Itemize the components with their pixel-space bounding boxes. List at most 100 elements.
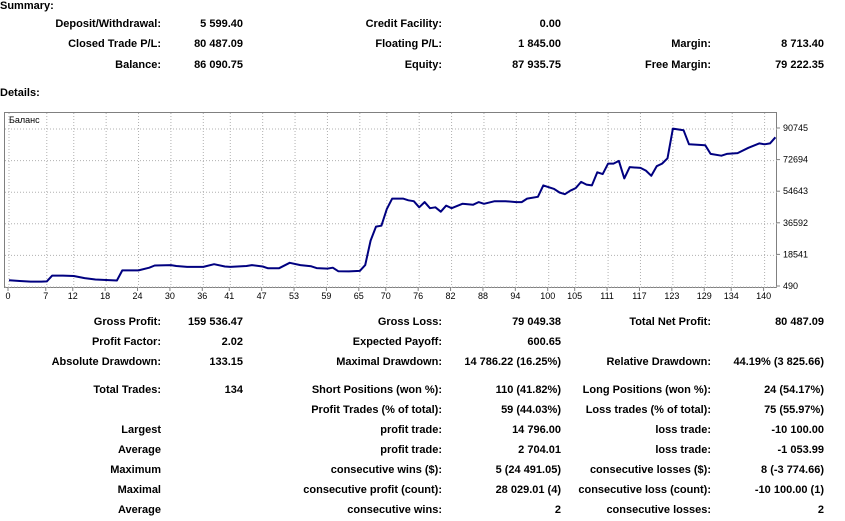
y-tick-label: 90745 xyxy=(783,123,808,133)
x-tick-label: 24 xyxy=(133,291,143,301)
profit-trades-value: 59 (44.03%) xyxy=(501,404,561,416)
x-tick-label: 134 xyxy=(724,291,739,301)
maximal-cons-profit-value: 28 029.01 (4) xyxy=(495,484,561,496)
x-tick-label: 111 xyxy=(600,291,614,301)
largest-loss-label: loss trade: xyxy=(655,424,711,436)
x-tick-label: 53 xyxy=(289,291,299,301)
total-net-profit-value: 80 487.09 xyxy=(775,316,824,328)
free-margin-value: 79 222.35 xyxy=(775,59,824,71)
max-drawdown-label: Maximal Drawdown: xyxy=(336,356,442,368)
x-tick-label: 12 xyxy=(68,291,78,301)
expected-payoff-label: Expected Payoff: xyxy=(352,336,442,348)
x-tick-label: 117 xyxy=(632,291,646,301)
max-drawdown-value: 14 786.22 (16.25%) xyxy=(464,356,561,368)
profit-trades-label: Profit Trades (% of total): xyxy=(311,404,442,416)
y-tick-label: 72694 xyxy=(783,155,808,165)
gross-loss-label: Gross Loss: xyxy=(377,316,442,328)
rel-drawdown-value: 44.19% (3 825.66) xyxy=(733,356,824,368)
balance-chart: Баланс xyxy=(4,112,778,289)
maximal-cons-loss-label: consecutive loss (count): xyxy=(578,484,711,496)
equity-value: 87 935.75 xyxy=(512,59,561,71)
maximal-cons-loss-value: -10 100.00 (1) xyxy=(754,484,824,496)
x-tick-label: 7 xyxy=(43,291,48,301)
max-cons-wins-label: consecutive wins ($): xyxy=(330,464,442,476)
average-loss-label: loss trade: xyxy=(655,444,711,456)
long-positions-label: Long Positions (won %): xyxy=(582,384,711,396)
balance-chart-svg: Баланс xyxy=(5,113,778,289)
average-profit-label: profit trade: xyxy=(380,444,442,456)
equity-label: Equity: xyxy=(404,59,442,71)
maximum-label: Maximum xyxy=(110,464,161,476)
total-trades-value: 134 xyxy=(224,384,243,396)
average-loss-value: -1 053.99 xyxy=(777,444,824,456)
margin-value: 8 713.40 xyxy=(781,38,824,50)
balance-value: 86 090.75 xyxy=(194,59,243,71)
x-tick-label: 65 xyxy=(354,291,364,301)
gross-loss-value: 79 049.38 xyxy=(512,316,561,328)
avg-cons-wins-value: 2 xyxy=(554,504,561,516)
total-trades-label: Total Trades: xyxy=(93,384,161,396)
details-title: Details: xyxy=(0,87,40,99)
expected-payoff-value: 600.65 xyxy=(527,336,561,348)
x-tick-label: 59 xyxy=(321,291,331,301)
x-tick-label: 140 xyxy=(756,291,771,301)
total-net-profit-label: Total Net Profit: xyxy=(629,316,711,328)
largest-label: Largest xyxy=(121,424,161,436)
credit-label: Credit Facility: xyxy=(365,18,442,30)
gross-profit-label: Gross Profit: xyxy=(93,316,161,328)
long-positions-value: 24 (54.17%) xyxy=(764,384,824,396)
short-positions-label: Short Positions (won %): xyxy=(311,384,442,396)
max-cons-losses-label: consecutive losses ($): xyxy=(589,464,711,476)
profit-factor-label: Profit Factor: xyxy=(91,336,161,348)
largest-profit-value: 14 796.00 xyxy=(512,424,561,436)
y-tick-label: 18541 xyxy=(783,249,808,259)
x-tick-label: 129 xyxy=(697,291,712,301)
rel-drawdown-label: Relative Drawdown: xyxy=(606,356,711,368)
deposit-value: 5 599.40 xyxy=(200,18,243,30)
y-tick-label: 36592 xyxy=(783,218,808,228)
summary-title: Summary: xyxy=(0,0,54,12)
x-tick-label: 18 xyxy=(100,291,110,301)
x-tick-label: 0 xyxy=(5,291,10,301)
average-cons-label: Average xyxy=(117,504,161,516)
avg-cons-wins-label: consecutive wins: xyxy=(347,504,442,516)
credit-value: 0.00 xyxy=(539,18,561,30)
closed-pl-label: Closed Trade P/L: xyxy=(68,38,161,50)
avg-cons-losses-label: consecutive losses: xyxy=(606,504,711,516)
x-tick-label: 123 xyxy=(664,291,679,301)
y-tick-label: 490 xyxy=(783,281,798,291)
x-tick-label: 30 xyxy=(165,291,175,301)
x-tick-label: 105 xyxy=(567,291,582,301)
abs-drawdown-label: Absolute Drawdown: xyxy=(51,356,161,368)
average-profit-value: 2 704.01 xyxy=(518,444,561,456)
x-tick-label: 36 xyxy=(197,291,207,301)
largest-profit-label: profit trade: xyxy=(380,424,442,436)
x-tick-label: 82 xyxy=(446,291,456,301)
max-cons-losses-value: 8 (-3 774.66) xyxy=(761,464,824,476)
margin-label: Margin: xyxy=(671,38,711,50)
profit-factor-value: 2.02 xyxy=(221,336,243,348)
short-positions-value: 110 (41.82%) xyxy=(495,384,561,396)
largest-loss-value: -10 100.00 xyxy=(771,424,824,436)
maximal-cons-profit-label: consecutive profit (count): xyxy=(303,484,442,496)
abs-drawdown-value: 133.15 xyxy=(209,356,243,368)
loss-trades-value: 75 (55.97%) xyxy=(764,404,824,416)
x-tick-label: 94 xyxy=(510,291,520,301)
max-cons-wins-value: 5 (24 491.05) xyxy=(495,464,561,476)
floating-pl-label: Floating P/L: xyxy=(375,38,442,50)
chart-title: Баланс xyxy=(9,115,40,125)
x-tick-label: 70 xyxy=(381,291,391,301)
x-tick-label: 76 xyxy=(413,291,423,301)
x-tick-label: 47 xyxy=(257,291,267,301)
y-tick-label: 54643 xyxy=(783,186,808,196)
loss-trades-label: Loss trades (% of total): xyxy=(585,404,711,416)
x-tick-label: 88 xyxy=(478,291,488,301)
x-tick-label: 100 xyxy=(540,291,555,301)
closed-pl-value: 80 487.09 xyxy=(194,38,243,50)
balance-line xyxy=(8,127,777,283)
free-margin-label: Free Margin: xyxy=(644,59,711,71)
balance-label: Balance: xyxy=(115,59,161,71)
gross-profit-value: 159 536.47 xyxy=(187,316,243,328)
maximal-label: Maximal xyxy=(117,484,161,496)
avg-cons-losses-value: 2 xyxy=(817,504,824,516)
